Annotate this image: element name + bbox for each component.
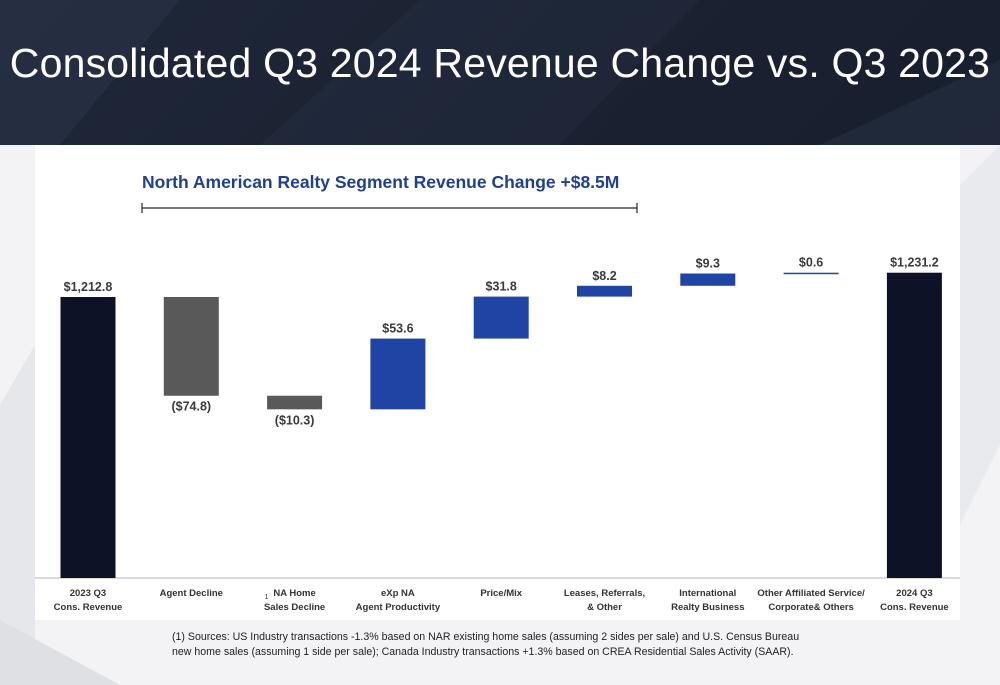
bar-0 <box>60 297 116 578</box>
value-label-3: $53.6 <box>382 322 413 336</box>
category-label-3-line2: Agent Productivity <box>356 602 441 613</box>
faceted-background <box>0 0 1000 145</box>
bar-5 <box>577 285 632 297</box>
category-label-6-line1: International <box>679 588 736 599</box>
segment-title: North American Realty Segment Revenue Ch… <box>142 172 620 192</box>
value-label-4: $31.8 <box>486 280 517 294</box>
category-label-5-line1: Leases, Referrals, <box>564 588 645 599</box>
footnote-line-1: (1) Sources: US Industry transactions -1… <box>172 631 800 643</box>
slide-title: Consolidated Q3 2024 Revenue Change vs. … <box>9 40 991 86</box>
category-label-0-line1: 2023 Q3 <box>70 588 106 599</box>
value-label-0: $1,212.8 <box>64 280 113 294</box>
bar-3 <box>370 338 426 410</box>
value-label-2: ($10.3) <box>275 413 315 427</box>
category-label-2-line1: NA Home <box>273 588 315 599</box>
bar-1 <box>163 297 219 396</box>
category-label-8-line2: Cons. Revenue <box>880 602 949 613</box>
footnote-line-2: new home sales (assuming 1 side per sale… <box>172 646 794 658</box>
value-label-5: $8.2 <box>592 269 616 283</box>
category-label-7-line1: Other Affiliated Service/ <box>757 588 865 599</box>
bar-2 <box>267 395 323 410</box>
category-footnote-marker-2: 1 <box>265 594 269 601</box>
category-label-2-line2: Sales Decline <box>264 602 325 613</box>
value-label-6: $9.3 <box>696 257 720 271</box>
background-facets <box>0 145 1000 685</box>
value-label-1: ($74.8) <box>171 400 211 414</box>
category-label-5-line2: & Other <box>587 602 622 613</box>
category-label-0-line2: Cons. Revenue <box>54 602 123 613</box>
bar-8 <box>886 272 942 578</box>
category-label-4-line1: Price/Mix <box>480 588 522 599</box>
bar-4 <box>473 296 529 339</box>
bar-7 <box>783 272 839 275</box>
bar-6 <box>680 273 736 286</box>
footnote: (1) Sources: US Industry transactions -1… <box>172 630 812 660</box>
category-label-3-line1: eXp NA <box>381 588 415 599</box>
category-label-8-line1: 2024 Q3 <box>896 588 932 599</box>
category-label-1-line1: Agent Decline <box>160 588 223 599</box>
category-label-7-line2: Corporate& Others <box>768 602 854 613</box>
category-label-6-line2: Realty Business <box>671 602 744 613</box>
value-label-7: $0.6 <box>799 256 823 270</box>
value-label-8: $1,231.2 <box>890 256 939 270</box>
title-banner: Consolidated Q3 2024 Revenue Change vs. … <box>0 0 1000 145</box>
